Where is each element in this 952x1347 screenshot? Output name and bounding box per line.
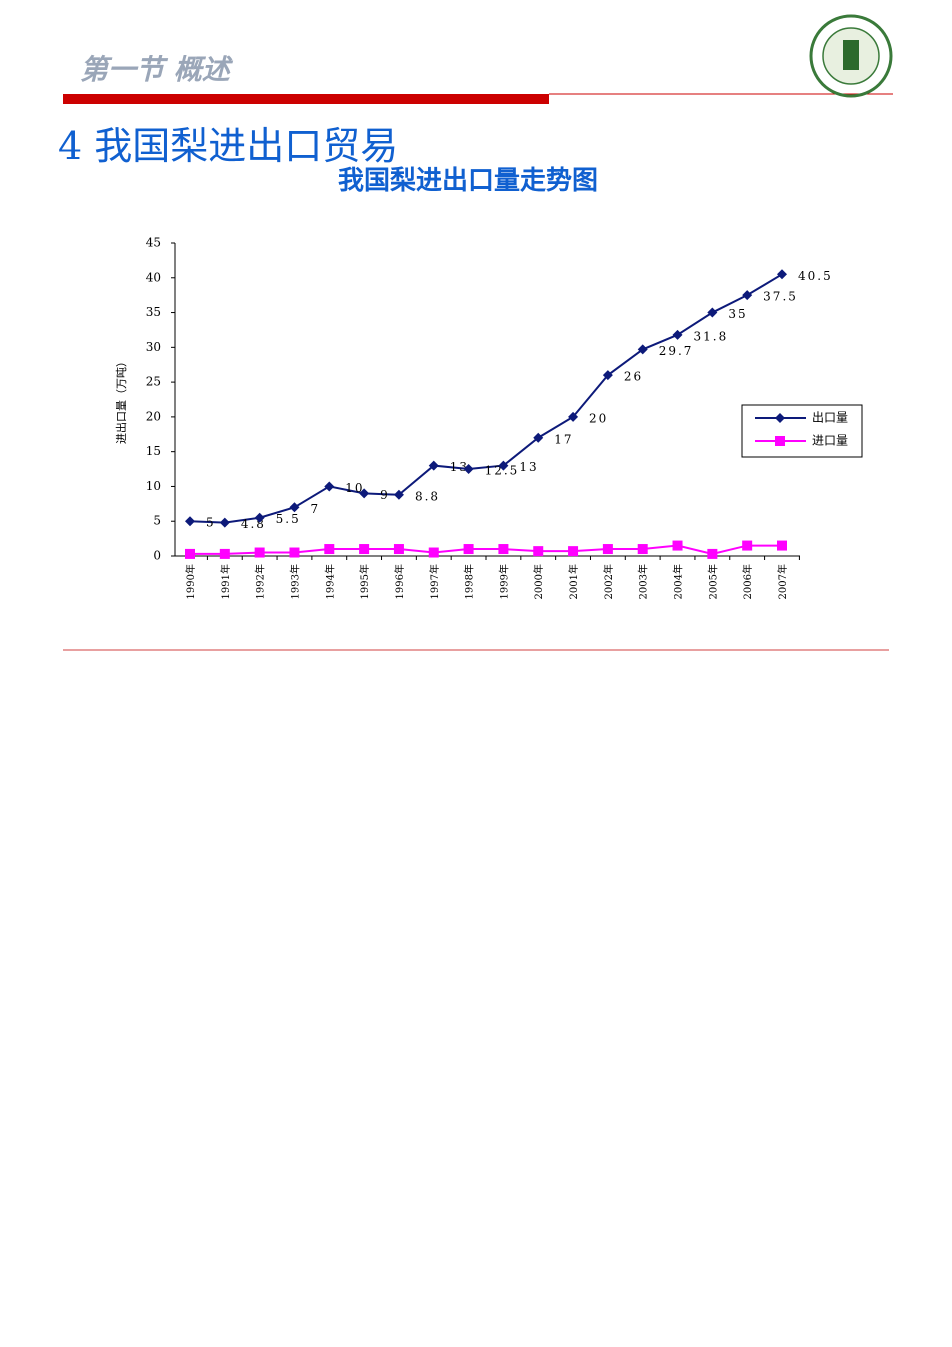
point (775, 413, 785, 423)
x-tick-label: 1993年 (288, 564, 301, 599)
x-tick-label: 2004年 (672, 564, 685, 599)
point (637, 544, 648, 555)
legend-label: 出口量 (812, 411, 848, 425)
x-tick-label: 1991年 (219, 564, 232, 599)
point (463, 544, 474, 555)
y-axis-label: 进出口量（万吨） (114, 356, 128, 444)
point (359, 488, 370, 499)
point (359, 544, 370, 555)
data-label: 9 (380, 488, 390, 502)
y-tick-label: 0 (153, 549, 161, 563)
x-tick-label: 1995年 (358, 564, 371, 599)
x-tick-label: 2002年 (602, 564, 615, 599)
point (498, 460, 509, 471)
data-label: 26 (624, 370, 643, 384)
point (707, 548, 718, 559)
data-label: 5 (206, 516, 216, 530)
data-label: 17 (554, 432, 573, 446)
point (602, 370, 613, 381)
x-tick-label: 1996年 (393, 564, 406, 599)
data-label: 12.5 (485, 464, 520, 478)
point (254, 547, 265, 558)
point (324, 481, 335, 492)
point (672, 329, 683, 340)
series-line (189, 273, 783, 524)
point (637, 344, 648, 355)
point (742, 540, 753, 551)
data-label: 40.5 (798, 269, 833, 283)
point (777, 269, 787, 280)
data-label: 8.8 (415, 489, 440, 503)
point (602, 544, 613, 555)
x-tick-label: 2001年 (567, 564, 580, 599)
section-title: 第一节 概述 (80, 53, 230, 86)
x-tick-label: 1994年 (323, 564, 336, 599)
data-label: 7 (310, 502, 320, 516)
legend-box (741, 404, 863, 458)
x-tick-label: 2006年 (741, 564, 754, 599)
point (533, 546, 544, 557)
x-tick-label: 1990年 (184, 564, 197, 599)
x-tick-label: 2007年 (776, 564, 789, 599)
chart: 我国梨进出口量走势图 进出口量（万吨） 0 5 10 15 20 25 30 35 40 45 19… (114, 166, 863, 599)
point (775, 436, 785, 446)
y-tick-label: 40 (146, 270, 161, 284)
point (254, 512, 265, 523)
point (289, 547, 300, 558)
point (185, 516, 195, 527)
data-label: 10 (345, 481, 364, 495)
data-label: 20 (589, 411, 608, 425)
point (707, 307, 718, 318)
point (428, 547, 439, 558)
x-tick-label: 2000年 (532, 564, 545, 599)
slide-title: 4 我国梨进出口贸易 (58, 124, 399, 168)
data-label: 37.5 (763, 290, 798, 304)
point (428, 460, 439, 471)
y-tick-label: 10 (146, 479, 161, 493)
x-tick-label: 2005年 (706, 564, 719, 599)
point (463, 464, 474, 475)
point (289, 502, 300, 513)
point (393, 489, 404, 500)
point (219, 548, 230, 559)
point (219, 517, 230, 528)
point (568, 546, 579, 557)
point (568, 411, 579, 422)
x-tick-label: 1997年 (428, 564, 441, 599)
data-label: 13 (450, 460, 469, 474)
y-tick-label: 25 (146, 375, 161, 389)
y-tick-label: 30 (146, 340, 161, 354)
point (742, 290, 753, 301)
y-tick-label: 20 (146, 409, 161, 423)
y-tick-label: 5 (153, 514, 161, 528)
chart-title: 我国梨进出口量走势图 (338, 166, 598, 196)
series-line (190, 544, 782, 555)
point (777, 540, 787, 551)
point (185, 548, 195, 559)
data-label: 13 (519, 460, 538, 474)
point (393, 544, 404, 555)
x-tick-label: 1992年 (254, 564, 267, 599)
data-label: 5.5 (276, 512, 301, 526)
point (498, 544, 509, 555)
y-tick-label: 15 (146, 444, 161, 458)
x-tick-label: 1999年 (497, 564, 510, 599)
data-label: 35 (728, 307, 747, 321)
legend-label: 进口量 (812, 434, 848, 448)
x-tick-label: 1998年 (463, 564, 476, 599)
y-tick-label: 35 (146, 305, 161, 319)
y-tick-label: 45 (146, 236, 161, 250)
x-tick-label: 2003年 (637, 564, 650, 599)
data-label: 29.7 (659, 344, 694, 358)
data-label: 31.8 (694, 329, 729, 343)
point (672, 540, 683, 551)
point (324, 544, 335, 555)
point (533, 432, 544, 443)
